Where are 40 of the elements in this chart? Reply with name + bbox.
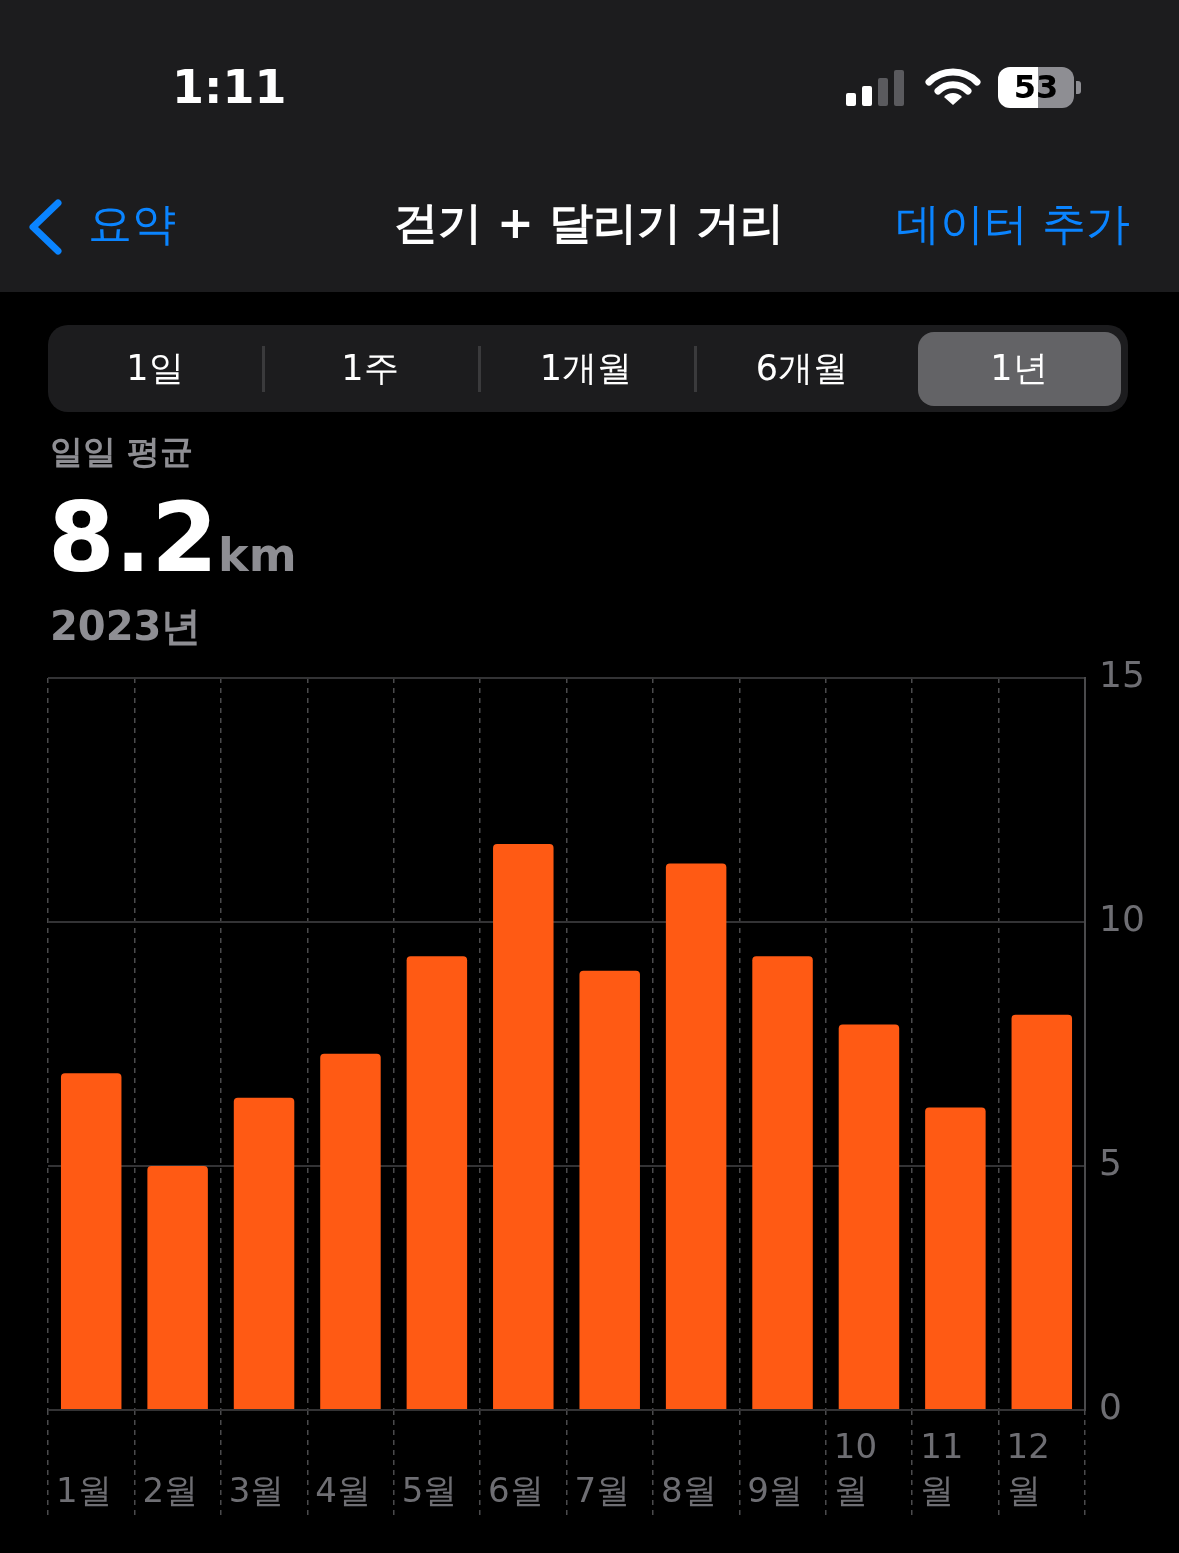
text: 1주: [341, 348, 399, 388]
x-tick-label: 1월: [56, 1470, 112, 1511]
y-tick-label: 5: [1099, 1142, 1122, 1184]
x-tick-label: 5월: [401, 1470, 458, 1511]
bar: [665, 863, 727, 1409]
x-tick-label: 8월: [660, 1470, 717, 1511]
bar: [838, 1024, 900, 1409]
x-tick-label: 6월: [488, 1470, 544, 1511]
bar: [406, 956, 468, 1409]
x-tick-label: 12월: [1006, 1425, 1050, 1511]
bar: [60, 1073, 122, 1409]
y-tick-label: 10: [1099, 898, 1145, 940]
text: 1개월: [539, 348, 633, 388]
bar: [493, 843, 554, 1409]
x-tick-label: 11월: [920, 1425, 964, 1511]
text: 53: [1013, 68, 1059, 106]
chart-title: 걷기 + 달리기 거리: [393, 197, 785, 248]
text: 6개월: [755, 348, 849, 388]
text: 일일 평균: [50, 432, 194, 471]
text: 2023년: [50, 603, 202, 649]
text: 데이터 추가: [896, 198, 1130, 249]
bar: [147, 1166, 208, 1409]
x-tick-label: 10월: [833, 1425, 878, 1511]
bar: [1011, 1014, 1073, 1409]
x-tick-label: 4월: [315, 1470, 371, 1511]
bar: [233, 1097, 295, 1409]
text: 1년: [990, 348, 1048, 388]
x-tick-label: 9월: [747, 1470, 803, 1511]
text: 1:11: [172, 60, 287, 114]
bar: [925, 1107, 986, 1409]
bar: [579, 970, 640, 1409]
text: 1일: [126, 348, 184, 388]
x-tick-label: 2월: [142, 1470, 199, 1511]
y-tick-label: 15: [1099, 654, 1145, 696]
bar: [752, 956, 813, 1409]
x-tick-label: 3월: [228, 1470, 285, 1511]
x-tick-label: 7월: [574, 1470, 631, 1511]
bar: [320, 1053, 381, 1409]
y-tick-label: 0: [1099, 1386, 1122, 1428]
text: 요약: [88, 198, 176, 249]
